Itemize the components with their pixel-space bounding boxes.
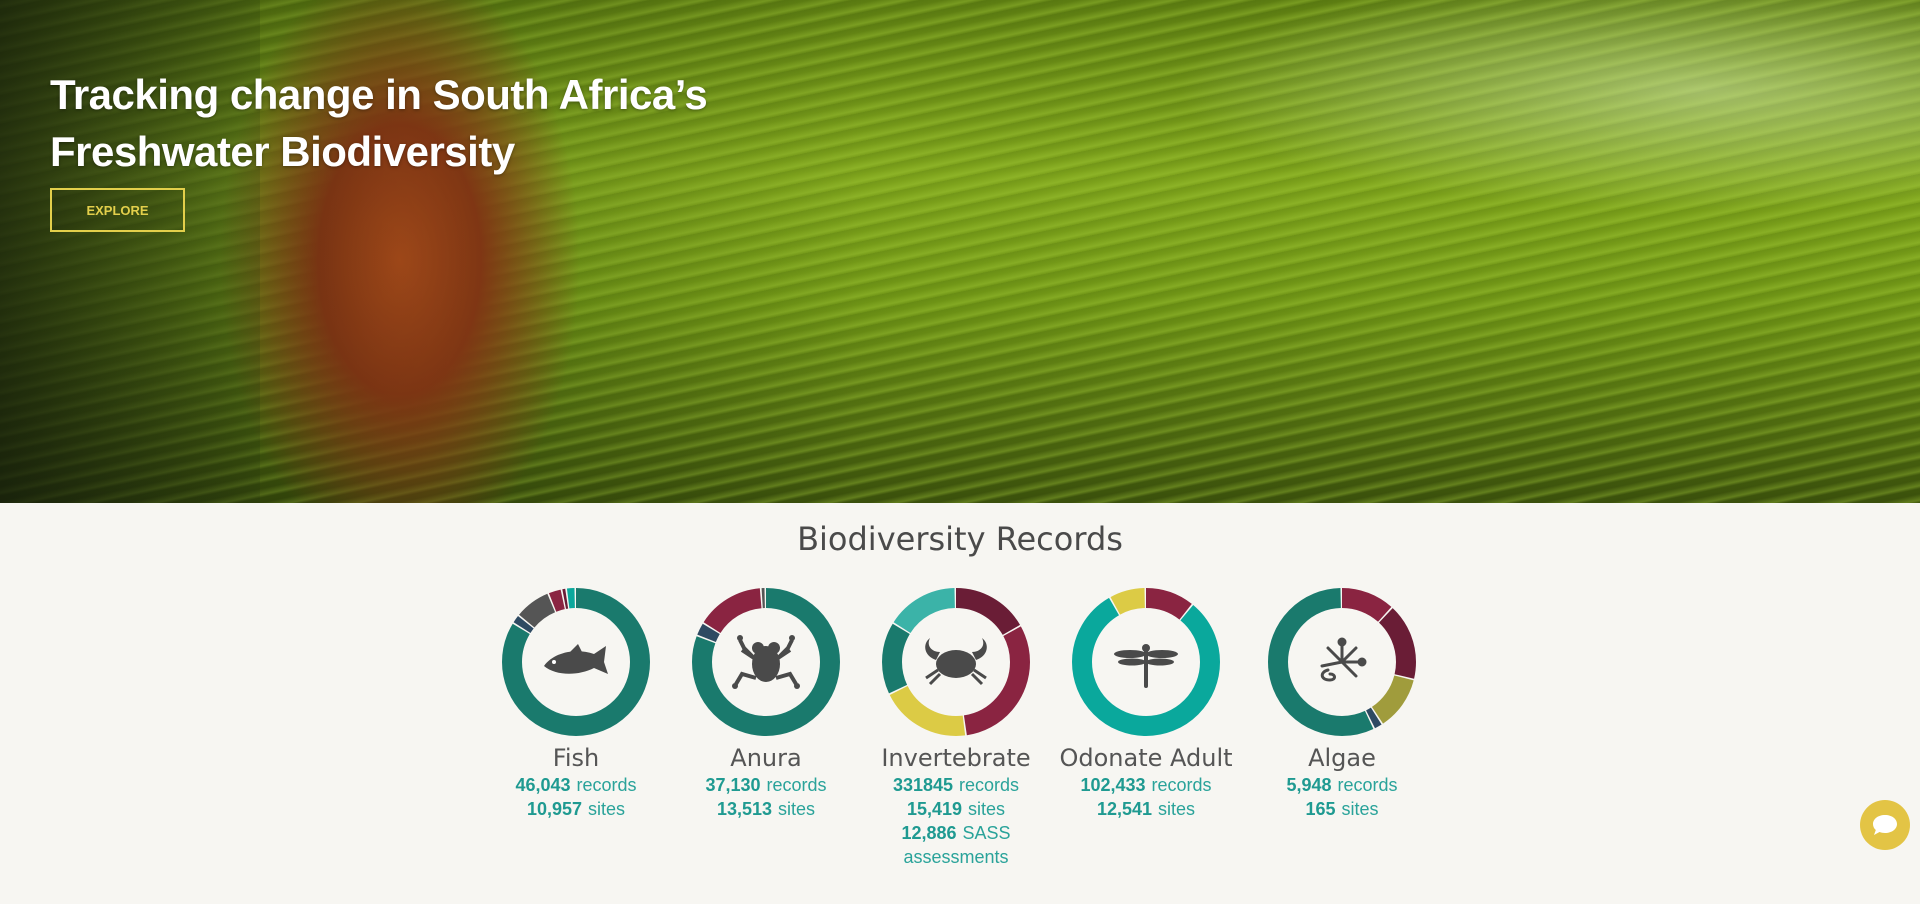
donut-segment[interactable] bbox=[882, 588, 1030, 736]
donut-segment[interactable] bbox=[1072, 588, 1220, 736]
records-stat: 37,130 records bbox=[705, 775, 827, 795]
donut-segment[interactable] bbox=[1268, 588, 1416, 736]
crab-icon bbox=[925, 638, 987, 686]
sass-assessments-stat: 12,886 SASS assessments bbox=[901, 823, 1011, 867]
module-card-odonate[interactable]: Odonate Adult 102,433 records 12,541 sites bbox=[1056, 588, 1236, 821]
donut-segment[interactable] bbox=[1072, 588, 1220, 736]
anura-donut-chart bbox=[692, 588, 840, 736]
sites-stat: 12,541 sites bbox=[1096, 799, 1196, 819]
module-name: Algae bbox=[1308, 744, 1376, 772]
dragonfly-icon bbox=[1114, 644, 1178, 688]
sites-stat: 165 sites bbox=[1305, 799, 1379, 819]
donut-segment[interactable] bbox=[882, 588, 1030, 736]
frog-icon bbox=[732, 635, 800, 689]
explore-button[interactable]: EXPLORE bbox=[50, 188, 185, 232]
module-name: Odonate Adult bbox=[1059, 744, 1233, 772]
module-name: Fish bbox=[552, 744, 600, 772]
module-name: Anura bbox=[730, 744, 802, 772]
fish-icon bbox=[544, 644, 608, 674]
algae-donut-chart bbox=[1268, 588, 1416, 736]
hero-banner: Tracking change in South Africa’s Freshw… bbox=[0, 0, 1920, 503]
module-card-algae[interactable]: Algae 5,948 records 165 sites bbox=[1252, 588, 1432, 821]
module-card-anura[interactable]: Anura 37,130 records 13,513 sites bbox=[676, 588, 856, 821]
sites-stat: 15,419 sites bbox=[906, 799, 1006, 819]
invertebrate-donut-chart bbox=[882, 588, 1030, 736]
algae-icon bbox=[1320, 637, 1367, 682]
biodiversity-modules: Fish 46,043 records 10,957 sites Anura 37,… bbox=[0, 588, 1920, 904]
hero-title-line-2: Freshwater Biodiversity bbox=[50, 128, 515, 175]
donut-segment[interactable] bbox=[692, 588, 840, 736]
records-stat: 5,948 records bbox=[1286, 775, 1398, 795]
module-name: Invertebrate bbox=[881, 744, 1031, 772]
chat-bubble-icon bbox=[1873, 815, 1897, 835]
records-stat: 331845 records bbox=[892, 775, 1020, 795]
module-card-fish[interactable]: Fish 46,043 records 10,957 sites bbox=[486, 588, 666, 821]
donut-segment[interactable] bbox=[1268, 588, 1416, 736]
sites-stat: 10,957 sites bbox=[526, 799, 626, 819]
donut-segment[interactable] bbox=[502, 588, 650, 736]
hero-title-line-1: Tracking change in South Africa’s bbox=[50, 71, 708, 118]
chat-button[interactable] bbox=[1860, 800, 1910, 850]
donut-segment[interactable] bbox=[1268, 588, 1416, 736]
section-title: Biodiversity Records bbox=[797, 520, 1123, 558]
fish-donut-chart bbox=[502, 588, 650, 736]
sites-stat: 13,513 sites bbox=[716, 799, 816, 819]
hero-title: Tracking change in South Africa’s Freshw… bbox=[50, 66, 770, 180]
records-stat: 46,043 records bbox=[515, 775, 637, 795]
module-card-invertebrate[interactable]: Invertebrate 331845 records 15,419 sites 1… bbox=[866, 588, 1046, 869]
records-stat: 102,433 records bbox=[1080, 775, 1212, 795]
odonate-donut-chart bbox=[1072, 588, 1220, 736]
donut-segment[interactable] bbox=[882, 588, 1030, 736]
donut-segment[interactable] bbox=[882, 588, 1030, 736]
